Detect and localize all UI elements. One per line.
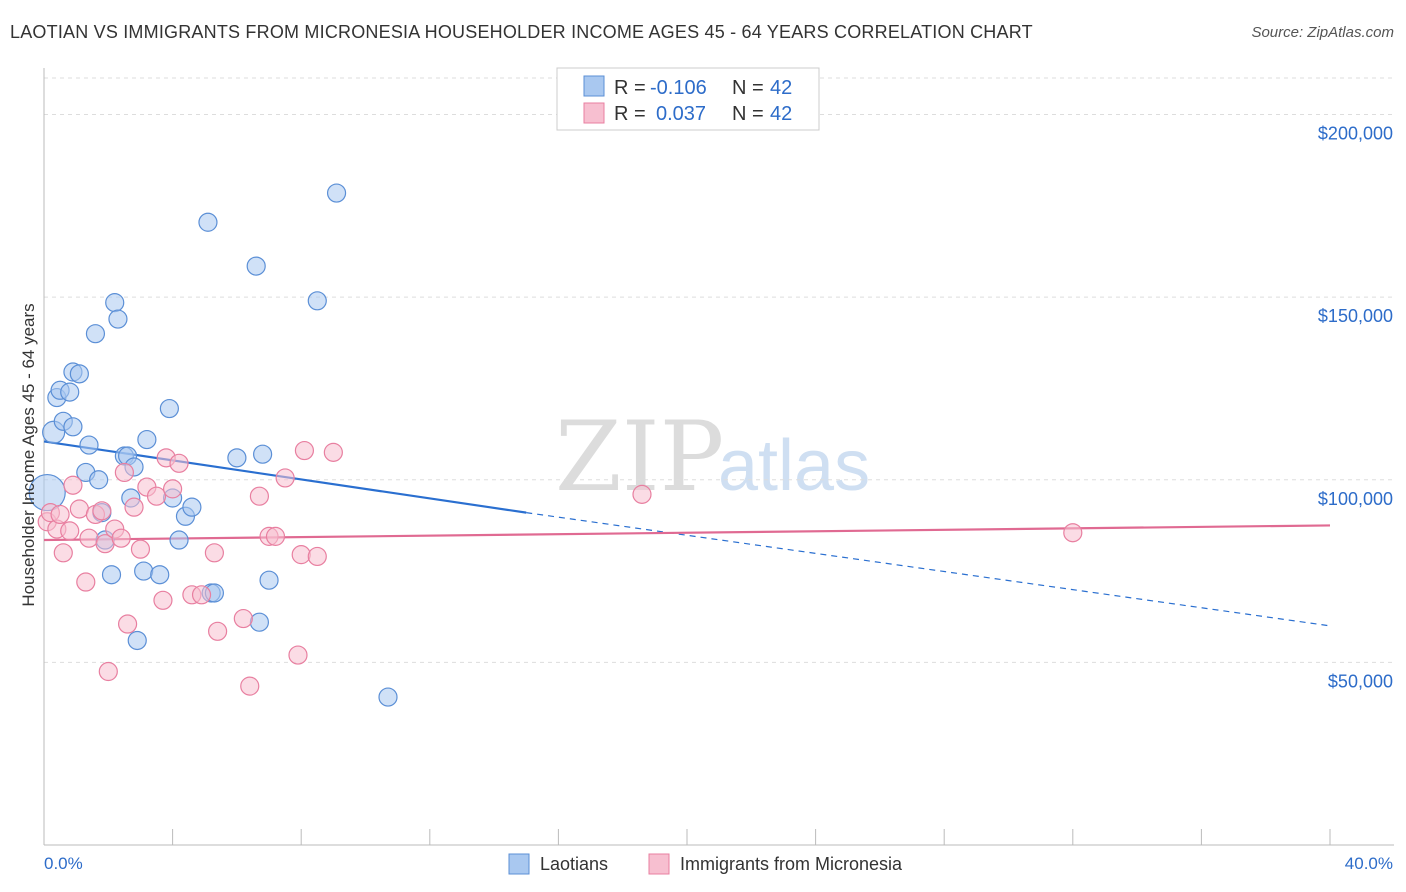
laotians-point-39 [307,291,327,311]
legend-r-value-1: -0.106 [650,77,707,99]
micronesia-point-30 [233,608,253,629]
x-tick-label-1: 40.0% [1345,854,1393,873]
micronesia-point-11 [92,501,112,521]
source-credit: Source: ZipAtlas.com [1251,24,1394,41]
micronesia-point-31 [240,676,260,696]
laotians-point-35 [246,256,266,276]
micronesia-point-17 [117,614,138,634]
laotians-point-17 [108,309,128,329]
micronesia-point-40 [323,442,343,462]
micronesia-point-42 [1063,523,1083,543]
y-tick-label-2: $150,000 [1318,306,1393,326]
laotians-point-15 [101,565,122,585]
laotians-point-28 [169,530,189,550]
micronesia-point-6 [63,475,83,495]
micronesia-point-21 [146,486,167,506]
laotians-point-36 [249,612,270,632]
laotians-trend-extension [526,512,1331,627]
legend-swatch-micronesia [583,102,605,124]
micronesia-point-15 [111,528,131,548]
laotians-point-37 [253,444,273,464]
chart-title: LAOTIAN VS IMMIGRANTS FROM MICRONESIA HO… [10,22,1033,42]
series-micronesia [37,440,1083,696]
watermark: ZIP atlas [555,401,870,513]
laotians-point-6 [63,417,83,437]
legend-swatch-laotians [583,75,605,97]
series-laotians [28,183,398,707]
micronesia-point-25 [169,453,189,473]
x-tick-labels: 0.0% 40.0% [44,854,1393,873]
laotians-point-25 [150,565,170,585]
micronesia-point-27 [191,585,212,605]
micronesia-point-19 [130,539,151,559]
micronesia-point-22 [153,590,173,610]
micronesia-point-4 [53,543,73,563]
laotians-point-38 [259,570,279,590]
legend-r-value-2: 0.037 [656,103,706,125]
y-tick-labels: $50,000 $100,000 $150,000 $200,000 [1318,124,1393,692]
gridlines [44,77,1394,663]
y-tick-label-1: $100,000 [1318,489,1393,509]
data-points [28,183,1083,707]
micronesia-point-36 [288,645,308,665]
micronesia-point-16 [114,462,134,483]
y-tick-label-3: $200,000 [1318,124,1393,144]
laotians-point-12 [89,470,109,490]
laotians-point-30 [182,497,202,517]
micronesia-point-38 [294,440,315,461]
legend-n-label-1: N = [732,77,764,99]
axes [43,68,1394,846]
micronesia-point-41 [632,484,652,504]
micronesia-trend-line [43,524,1331,542]
laotians-point-31 [198,212,218,232]
laotians-point-23 [134,561,154,581]
correlation-legend: R = -0.106 N = 42 R = 0.037 N = 42 [556,67,820,131]
laotians-point-11 [85,324,106,344]
laotians-point-34 [227,448,247,468]
watermark-atlas: atlas [718,426,870,506]
laotians-point-8 [69,364,89,384]
laotians-point-24 [137,429,157,450]
legend-n-value-2: 42 [770,103,792,125]
micronesia-point-24 [163,479,183,499]
micronesia-point-13 [98,661,118,682]
micronesia-point-7 [69,499,89,519]
y-tick-label-0: $50,000 [1328,671,1393,691]
micronesia-point-32 [249,486,270,506]
laotians-point-16 [105,293,125,313]
y-axis-title: Householder Income Ages 45 - 64 years [19,303,38,606]
micronesia-point-3 [50,504,70,525]
micronesia-point-37 [291,545,311,565]
series-legend-swatch-micronesia [648,853,670,875]
legend-r-label-1: R = [614,77,646,99]
legend-n-value-1: 42 [770,77,792,99]
laotians-point-5 [60,382,80,402]
micronesia-point-9 [79,528,99,548]
micronesia-point-28 [204,543,224,563]
series-legend-swatch-laotians [508,853,530,875]
micronesia-point-18 [124,497,144,517]
micronesia-point-8 [76,572,96,592]
laotians-point-26 [159,398,179,419]
laotians-point-10 [79,435,99,455]
laotians-point-22 [127,630,147,651]
micronesia-point-34 [265,526,286,546]
legend-n-label-2: N = [732,103,764,125]
laotians-point-41 [378,687,398,707]
micronesia-point-39 [307,546,327,567]
x-tick-label-0: 0.0% [44,854,83,873]
laotians-point-40 [326,183,347,203]
micronesia-point-35 [275,468,295,488]
micronesia-point-29 [208,621,228,641]
series-legend: Laotians Immigrants from Micronesia [508,853,903,875]
series-legend-label-laotians: Laotians [540,854,608,874]
series-legend-label-micronesia: Immigrants from Micronesia [680,854,903,874]
micronesia-point-5 [60,521,80,541]
legend-r-label-2: R = [614,103,646,125]
